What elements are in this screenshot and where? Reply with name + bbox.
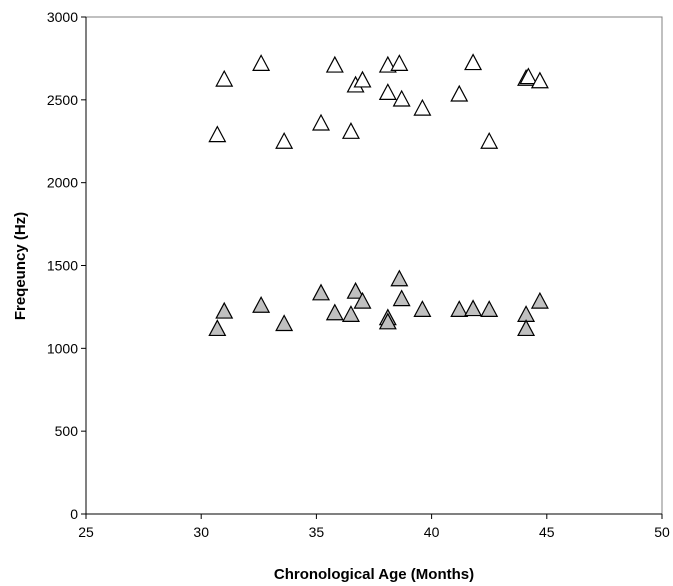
- data-point-triangle: [312, 283, 331, 301]
- x-tick-label: 45: [539, 524, 555, 540]
- data-point-triangle: [530, 291, 549, 309]
- data-point-triangle: [519, 67, 538, 85]
- data-point-triangle: [390, 269, 409, 287]
- data-point-triangle: [208, 125, 227, 143]
- x-axis-title: Chronological Age (Months): [274, 566, 474, 583]
- data-point-triangle: [312, 113, 331, 131]
- data-point-triangle: [392, 289, 411, 307]
- y-tick-label: 1000: [47, 340, 78, 356]
- x-tick-label: 30: [193, 524, 209, 540]
- data-point-triangle: [341, 122, 360, 139]
- data-point-triangle: [480, 300, 499, 318]
- x-tick-label: 40: [424, 524, 440, 540]
- data-point-triangle: [275, 131, 294, 149]
- data-point-triangle: [413, 300, 432, 318]
- data-point-triangle: [325, 55, 344, 73]
- plot-area: [85, 16, 663, 515]
- data-point-triangle: [208, 319, 227, 337]
- data-points: [208, 53, 549, 337]
- data-point-triangle: [530, 71, 549, 89]
- x-axis-ticks: 25 30 35 40 45 50: [78, 514, 670, 540]
- data-point-triangle: [252, 54, 271, 71]
- data-point-triangle: [353, 70, 372, 88]
- y-tick-label: 3000: [47, 9, 78, 25]
- y-tick-label: 2000: [47, 175, 78, 191]
- data-point-triangle: [353, 291, 372, 309]
- data-point-triangle: [275, 314, 294, 332]
- data-point-triangle: [413, 98, 432, 116]
- data-point-triangle: [450, 300, 469, 318]
- data-point-triangle: [325, 303, 344, 321]
- data-point-triangle: [390, 54, 409, 71]
- data-point-triangle: [450, 84, 469, 102]
- y-axis-ticks: 0 500 1000 1500 2000 2500 3000: [47, 9, 86, 522]
- data-point-triangle: [346, 281, 365, 299]
- x-tick-label: 50: [654, 524, 670, 540]
- x-tick-label: 35: [309, 524, 325, 540]
- data-point-triangle: [392, 89, 411, 107]
- data-point-triangle: [215, 301, 234, 319]
- y-tick-label: 2500: [47, 92, 78, 108]
- y-axis-title: Freqeuncy (Hz): [12, 212, 29, 320]
- data-point-triangle: [252, 295, 271, 313]
- y-tick-label: 500: [55, 423, 79, 439]
- data-point-triangle: [378, 83, 397, 100]
- data-point-triangle: [378, 312, 397, 330]
- y-tick-label: 0: [70, 506, 78, 522]
- data-point-triangle: [464, 53, 483, 71]
- data-point-triangle: [517, 319, 536, 337]
- y-tick-label: 1500: [47, 258, 78, 274]
- data-point-triangle: [480, 131, 499, 149]
- x-tick-label: 25: [78, 524, 94, 540]
- data-point-triangle: [341, 305, 360, 322]
- data-point-triangle: [464, 299, 483, 317]
- data-point-triangle: [215, 69, 234, 87]
